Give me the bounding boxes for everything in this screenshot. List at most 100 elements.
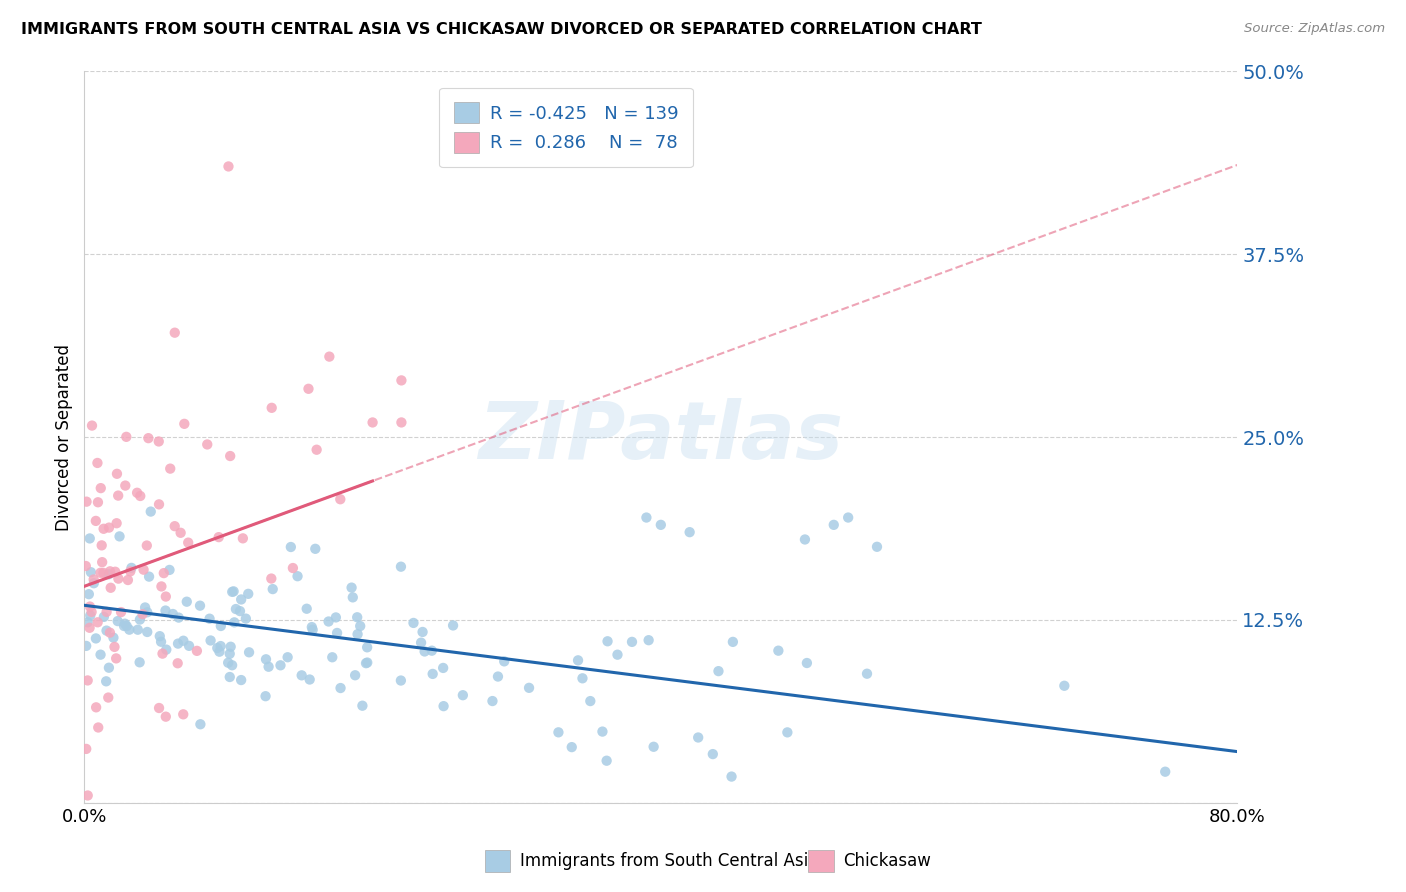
Point	[149, 629, 172, 643]
Point	[152, 647, 174, 661]
Point	[136, 624, 159, 639]
Point	[176, 595, 198, 609]
Point	[326, 626, 349, 640]
Point	[107, 489, 129, 503]
Point	[606, 648, 628, 662]
Point	[856, 666, 879, 681]
Point	[79, 608, 101, 623]
Point	[97, 661, 120, 675]
Point	[481, 694, 503, 708]
Point	[103, 640, 125, 654]
Point	[163, 519, 186, 533]
Point	[707, 664, 730, 678]
Point	[225, 602, 247, 616]
Point	[591, 724, 613, 739]
Point	[86, 615, 108, 630]
Point	[129, 613, 152, 627]
Text: Immigrants from South Central Asia: Immigrants from South Central Asia	[520, 852, 818, 871]
Point	[361, 416, 384, 430]
Point	[721, 635, 744, 649]
Point	[173, 417, 195, 431]
Point	[93, 610, 115, 624]
Point	[679, 525, 702, 540]
Point	[596, 634, 619, 648]
Point	[80, 565, 103, 579]
Point	[297, 382, 319, 396]
Text: Chickasaw: Chickasaw	[844, 852, 932, 871]
Point	[84, 700, 107, 714]
Point	[83, 576, 105, 591]
Point	[432, 699, 454, 714]
Point	[155, 709, 177, 723]
Point	[134, 600, 156, 615]
Point	[794, 533, 817, 547]
Point	[221, 658, 243, 673]
Point	[79, 621, 101, 635]
Point	[208, 530, 231, 544]
Point	[432, 661, 454, 675]
Point	[80, 605, 103, 619]
Point	[837, 510, 859, 524]
Point	[349, 619, 371, 633]
Point	[89, 566, 111, 580]
Point	[105, 651, 128, 665]
Point	[254, 689, 277, 703]
Point	[567, 653, 589, 667]
Point	[318, 350, 340, 364]
Point	[254, 652, 277, 666]
Point	[117, 573, 139, 587]
Point	[186, 644, 208, 658]
Point	[107, 572, 129, 586]
Point	[76, 789, 98, 803]
Point	[84, 632, 107, 646]
Point	[257, 659, 280, 673]
Point	[76, 673, 98, 688]
Point	[79, 532, 101, 546]
Point	[200, 633, 222, 648]
Point	[547, 725, 569, 739]
Point	[222, 584, 245, 599]
Point	[83, 573, 105, 587]
Point	[162, 607, 184, 621]
Point	[209, 639, 232, 653]
Point	[138, 431, 160, 445]
Point	[346, 627, 368, 641]
Text: Source: ZipAtlas.com: Source: ZipAtlas.com	[1244, 22, 1385, 36]
Point	[346, 610, 368, 624]
Point	[75, 742, 97, 756]
Point	[235, 612, 257, 626]
Point	[127, 485, 149, 500]
Point	[155, 603, 177, 617]
Point	[301, 620, 323, 634]
Point	[79, 599, 101, 614]
Point	[127, 623, 149, 637]
Point	[118, 623, 141, 637]
Point	[329, 681, 352, 695]
Point	[354, 656, 377, 670]
Point	[93, 566, 115, 580]
Point	[96, 674, 118, 689]
Point	[172, 633, 194, 648]
Point	[195, 437, 218, 451]
Point	[304, 541, 326, 556]
Point	[98, 564, 121, 578]
Point	[218, 160, 240, 174]
Point	[391, 373, 413, 387]
Text: IMMIGRANTS FROM SOUTH CENTRAL ASIA VS CHICKASAW DIVORCED OR SEPARATED CORRELATIO: IMMIGRANTS FROM SOUTH CENTRAL ASIA VS CH…	[21, 22, 981, 37]
Point	[90, 538, 112, 552]
Point	[579, 694, 602, 708]
Point	[301, 623, 323, 637]
Point	[768, 643, 790, 657]
Point	[77, 587, 100, 601]
Point	[97, 690, 120, 705]
Point	[329, 492, 352, 507]
Point	[486, 669, 509, 683]
Point	[412, 624, 434, 639]
Point	[342, 591, 364, 605]
Point	[188, 599, 211, 613]
Point	[823, 517, 845, 532]
Point	[277, 650, 299, 665]
Point	[420, 643, 443, 657]
Point	[139, 505, 162, 519]
Point	[131, 607, 153, 622]
